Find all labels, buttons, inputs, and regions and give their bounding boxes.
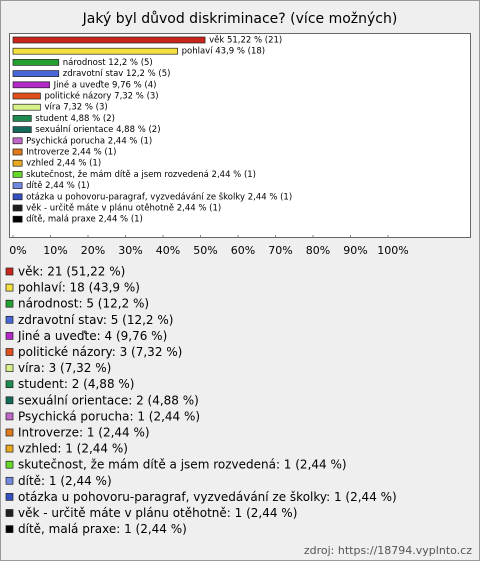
legend-label: sexuální orientace: 2 (4,88 %) — [18, 393, 199, 407]
legend-swatch — [5, 476, 14, 485]
legend-label: otázka u pohovoru-paragraf, vyzvedávání … — [18, 490, 397, 504]
value-label: vzhled 2,44 % (1) — [26, 159, 101, 169]
value-label: věk 51,22 % (21) — [209, 36, 282, 46]
x-tick-label: 50% — [193, 244, 217, 257]
bar — [12, 92, 41, 100]
legend-label: národnost: 5 (12,2 %) — [18, 297, 149, 311]
legend-label: pohlaví: 18 (43,9 %) — [18, 281, 140, 295]
legend-label: víra: 3 (7,32 %) — [18, 361, 111, 375]
x-tick-label: 60% — [231, 244, 255, 257]
value-label: student 4,88 % (2) — [35, 114, 115, 124]
value-label: národnost 12,2 % (5) — [63, 58, 153, 68]
legend-swatch — [5, 396, 14, 405]
legend-label: věk - určitě máte v plánu otěhotně: 1 (2… — [18, 506, 297, 520]
value-label: politické názory 7,32 % (3) — [44, 91, 158, 102]
x-tick-label: 80% — [306, 244, 330, 257]
legend-swatch — [5, 315, 14, 324]
legend-swatch — [5, 460, 14, 469]
bar — [12, 70, 60, 77]
bar — [12, 115, 32, 122]
legend-label: Jiné a uveďte: 4 (9,76 %) — [17, 329, 167, 343]
bar — [12, 59, 60, 66]
x-tick-label: 90% — [343, 244, 367, 257]
x-tick-label: 20% — [81, 244, 105, 257]
bar — [12, 215, 23, 223]
value-label: Introverze 2,44 % (1) — [26, 148, 116, 158]
bar — [12, 126, 32, 133]
x-tick-label: 10% — [43, 244, 67, 257]
legend-label: Introverze: 1 (2,44 %) — [18, 426, 150, 440]
bar — [12, 137, 23, 145]
legend-label: politické názory: 3 (7,32 %) — [18, 345, 182, 359]
value-label: dítě 2,44 % (1) — [26, 181, 89, 191]
bar — [12, 159, 23, 167]
legend-label: Psychická porucha: 1 (2,44 %) — [18, 409, 200, 423]
bar — [12, 81, 50, 89]
legend-swatch — [5, 509, 14, 517]
source: zdroj: https://18794.vyplnto.cz — [304, 544, 472, 557]
legend-label: dítě, malá praxe: 1 (2,44 %) — [18, 522, 187, 536]
legend-swatch — [5, 299, 14, 308]
bar — [12, 204, 23, 212]
bar — [12, 103, 41, 111]
chart-title: Jaký byl důvod diskriminace? (více možný… — [82, 11, 398, 27]
legend-swatch — [5, 380, 14, 389]
legend-swatch — [5, 364, 14, 372]
legend-swatch — [5, 283, 14, 292]
legend-swatch — [5, 348, 14, 356]
legend-swatch — [5, 444, 14, 453]
bar — [12, 47, 178, 55]
x-tick-label: 70% — [268, 244, 292, 257]
plot-area — [9, 33, 471, 238]
x-tick-label: 40% — [156, 244, 180, 257]
bar — [12, 148, 23, 156]
legend-swatch — [5, 428, 14, 437]
legend-label: skutečnost, že mám dítě a jsem rozvedená… — [18, 458, 347, 472]
legend-label: vzhled: 1 (2,44 %) — [18, 442, 128, 456]
legend-label: zdravotní stav: 5 (12,2 %) — [18, 313, 173, 327]
legend-label: student: 2 (4,88 %) — [18, 377, 134, 391]
legend-swatch — [5, 493, 14, 501]
value-label: zdravotní stav 12,2 % (5) — [63, 69, 171, 79]
legend-swatch — [5, 412, 14, 421]
x-tick-label: 0% — [9, 244, 26, 257]
legend-swatch — [5, 267, 14, 276]
legend-swatch — [5, 332, 14, 340]
bar — [12, 171, 23, 178]
value-label: otázka u pohovoru-paragraf, vyzvedávání … — [26, 191, 292, 202]
legend-label: dítě: 1 (2,44 %) — [18, 474, 112, 488]
value-label: skutečnost, že mám dítě a jsem rozvedená… — [26, 169, 256, 180]
value-label: Psychická porucha 2,44 % (1) — [26, 136, 152, 146]
bar — [12, 182, 23, 189]
value-label: Jiné a uveďte 9,76 % (4) — [53, 79, 157, 90]
bar — [12, 193, 23, 201]
x-tick-label: 30% — [118, 244, 142, 257]
value-label: věk - určitě máte v plánu otěhotně 2,44 … — [26, 203, 221, 214]
x-tick-label: 100% — [377, 244, 408, 257]
legend-swatch — [5, 525, 14, 533]
value-label: pohlaví 43,9 % (18) — [182, 47, 266, 57]
bar — [12, 36, 206, 44]
value-label: víra 7,32 % (3) — [44, 103, 107, 113]
legend-label: věk: 21 (51,22 %) — [18, 265, 125, 279]
value-label: dítě, malá praxe 2,44 % (1) — [26, 215, 143, 225]
value-label: sexuální orientace 4,88 % (2) — [35, 125, 160, 135]
